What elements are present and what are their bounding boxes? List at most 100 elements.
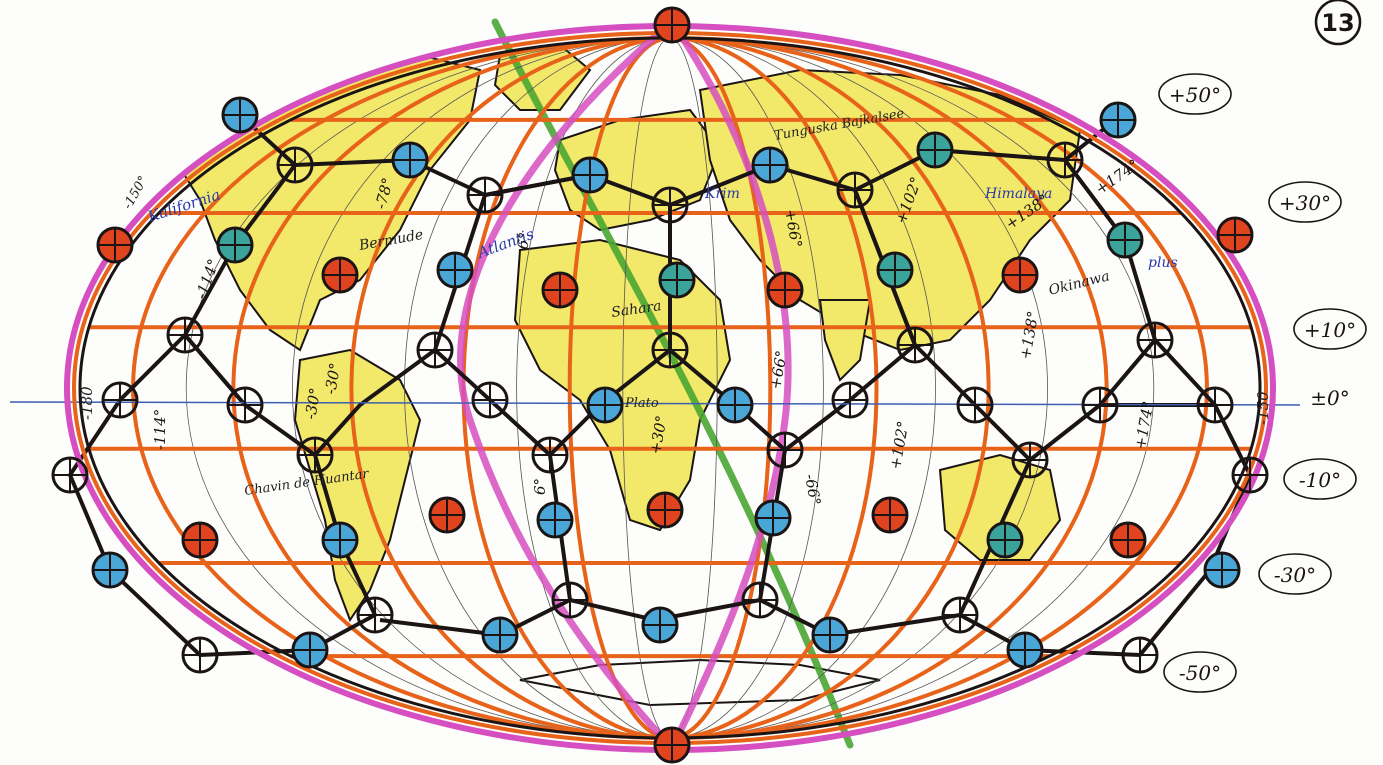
teal-grid-node (986, 521, 1024, 559)
teal-grid-node (1106, 221, 1144, 259)
page-number: 13 (1314, 0, 1362, 46)
teal-grid-node (876, 251, 914, 289)
open-grid-node (766, 431, 804, 469)
blue-grid-node (811, 616, 849, 654)
blue-grid-node (1006, 631, 1044, 669)
open-grid-node (651, 331, 689, 369)
open-grid-node (181, 636, 219, 674)
meridian-label: -30° (301, 386, 324, 420)
black-network-segment (1153, 338, 1217, 407)
blue-grid-node (536, 501, 574, 539)
open-grid-node (356, 596, 394, 634)
open-grid-node (941, 596, 979, 634)
india-land (818, 299, 872, 382)
open-grid-node (1196, 386, 1234, 424)
magenta-grid (457, 19, 792, 751)
page-number-text: 13 (1321, 9, 1354, 37)
open-grid-node (1136, 321, 1174, 359)
open-grid-node (831, 381, 869, 419)
magenta-arc-west (457, 19, 675, 751)
red-grid-node (1109, 521, 1147, 559)
open-grid-node (531, 436, 569, 474)
edge-label-west: -180 (78, 386, 96, 420)
latitude-label-text: +50° (1169, 83, 1221, 107)
blue-grid-node (321, 521, 359, 559)
meridian-label: -66° (801, 473, 824, 507)
open-grid-node (416, 331, 454, 369)
meridian-label: +138° (1016, 310, 1042, 361)
blue-grid-node (1099, 101, 1137, 139)
red-grid-node (541, 271, 579, 309)
open-grid-node (896, 326, 934, 364)
place-label-plus: plus (1148, 255, 1178, 271)
red-grid-node (653, 6, 691, 44)
blue-grid-node (754, 499, 792, 537)
magenta-arc-east (668, 20, 792, 750)
latitude-label: +50° (1158, 73, 1232, 115)
open-grid-node (1081, 386, 1119, 424)
meridian-label: -114° (151, 409, 169, 450)
red-grid-node (653, 726, 691, 764)
open-grid-node (466, 176, 504, 214)
place-label-okinawa: Okinawa (1047, 268, 1111, 299)
open-grid-node (836, 171, 874, 209)
latitude-label: -30° (1258, 553, 1332, 595)
blue-grid-node (641, 606, 679, 644)
meridian-label: 6° (531, 478, 549, 495)
place-label-himalaya: Himalaya (984, 186, 1052, 202)
red-grid-node (871, 496, 909, 534)
latitude-label-text: +10° (1304, 318, 1356, 342)
latitude-label-text: +30° (1279, 191, 1331, 215)
open-grid-node (651, 186, 689, 224)
latitude-label: -10° (1283, 458, 1357, 500)
red-grid-node (321, 256, 359, 294)
open-grid-node (1231, 456, 1269, 494)
latitude-label: +10° (1293, 308, 1367, 350)
open-grid-node (296, 436, 334, 474)
latitude-label: ±0° (1310, 386, 1349, 410)
blue-grid-node (91, 551, 129, 589)
black-network-segment (433, 189, 917, 457)
black-network-segment (183, 333, 247, 407)
blue-grid-node (1203, 551, 1241, 589)
australia-land (938, 453, 1062, 561)
meridian-label: +102° (886, 420, 912, 471)
blue-grid-node (481, 616, 519, 654)
red-grid-node (428, 496, 466, 534)
open-grid-node (101, 381, 139, 419)
meridian-label: +174° (1131, 400, 1157, 451)
open-grid-node (471, 381, 509, 419)
red-grid-node (181, 521, 219, 559)
teal-grid-node (216, 226, 254, 264)
grid-nodes (51, 6, 1269, 764)
teal-grid-node (658, 261, 696, 299)
open-grid-node (741, 581, 779, 619)
black-network-segment (68, 113, 297, 477)
open-grid-node (166, 316, 204, 354)
green-diagonal-line (491, 18, 854, 749)
latitude-labels: +50° +30° +10° ±0° -10° -30° -50° (1158, 73, 1367, 693)
blue-grid-node (221, 96, 259, 134)
latitude-label-text: ±0° (1310, 386, 1349, 410)
open-grid-node (956, 386, 994, 424)
red-grid-node (1216, 216, 1254, 254)
open-grid-node (276, 146, 314, 184)
open-grid-node (1046, 141, 1084, 179)
edge-label-east: -150 (1254, 391, 1272, 425)
place-label-plateau: Plato (624, 396, 659, 411)
open-grid-node (1011, 441, 1049, 479)
red-grid-node (766, 271, 804, 309)
latitude-label-text: -10° (1299, 468, 1341, 492)
blue-grid-node (751, 146, 789, 184)
red-grid-node (1001, 256, 1039, 294)
place-label-krim: Krim (704, 186, 740, 202)
teal-grid-node (916, 131, 954, 169)
red-grid-node (96, 226, 134, 264)
black-network-segment (294, 118, 1117, 207)
blue-grid-node (436, 251, 474, 289)
latitude-label-text: -50° (1179, 661, 1221, 685)
blue-grid-node (391, 141, 429, 179)
open-grid-node (1121, 636, 1159, 674)
